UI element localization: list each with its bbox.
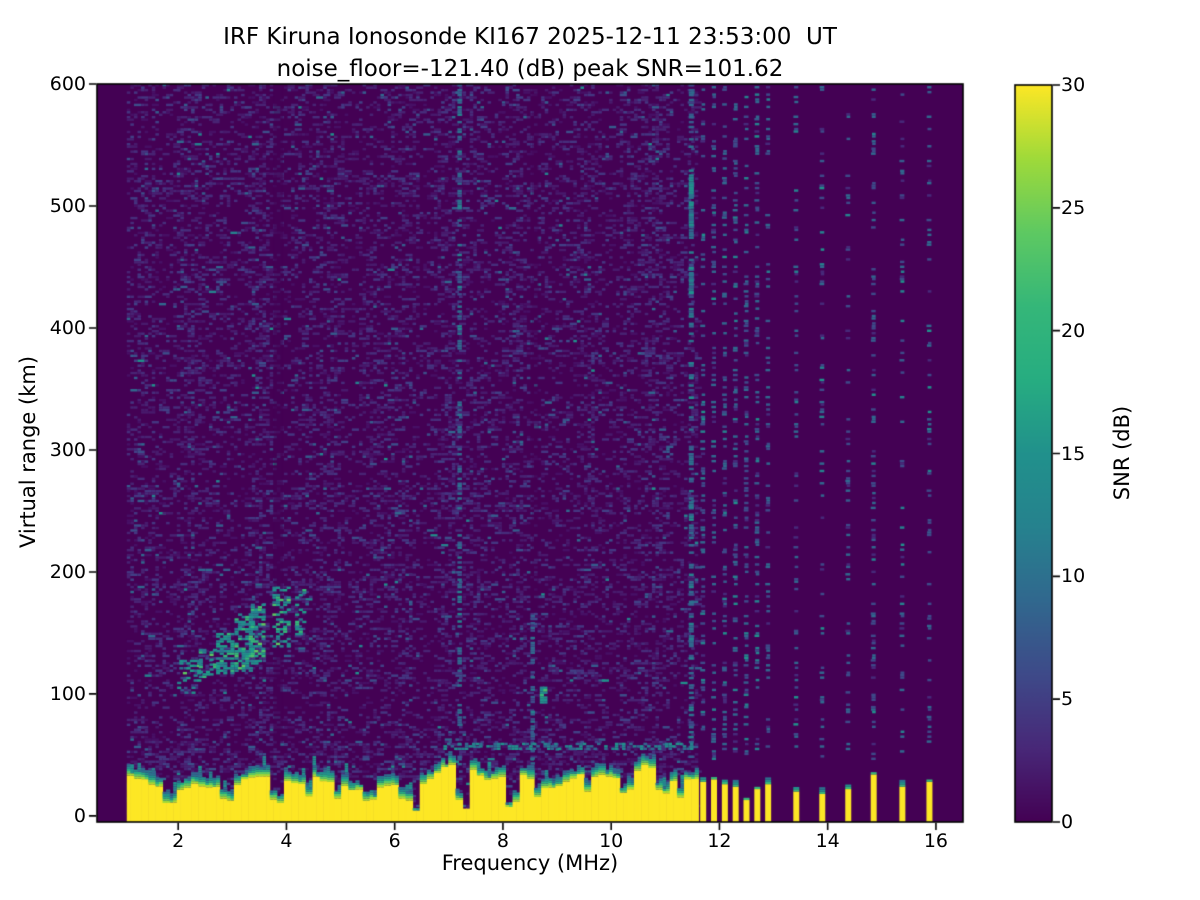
y-tick-label: 600 xyxy=(49,73,86,95)
x-tick-label: 4 xyxy=(280,830,293,852)
y-tick-label: 200 xyxy=(49,560,86,583)
colorbar-tick-label: 5 xyxy=(1061,688,1074,711)
colorbar-label: SNR (dB) xyxy=(1110,405,1134,501)
y-tick-label: 400 xyxy=(49,316,86,339)
colorbar-tick-label: 20 xyxy=(1061,319,1086,342)
x-tick-label: 8 xyxy=(496,830,509,852)
y-tick-label: 0 xyxy=(73,804,86,827)
x-tick-label: 12 xyxy=(707,830,732,852)
x-tick-label: 14 xyxy=(815,830,840,852)
y-tick-label: 300 xyxy=(49,438,86,461)
x-tick-label: 10 xyxy=(599,830,624,852)
x-tick-label: 2 xyxy=(172,830,185,852)
y-tick-label: 100 xyxy=(49,682,86,705)
x-tick-label: 6 xyxy=(388,830,401,852)
colorbar-tick-label: 25 xyxy=(1061,196,1086,219)
x-tick-label: 16 xyxy=(923,830,949,852)
chart-title: IRF Kiruna Ionosonde KI167 2025-12-11 23… xyxy=(223,24,837,50)
colorbar-tick-label: 30 xyxy=(1061,74,1086,96)
colorbar-tick-label: 10 xyxy=(1061,565,1086,588)
y-tick-label: 500 xyxy=(49,194,86,217)
colorbar-tick-label: 0 xyxy=(1061,811,1074,833)
x-axis-label: Frequency (MHz) xyxy=(441,851,619,875)
chart-subtitle: noise_floor=-121.40 (dB) peak SNR=101.62 xyxy=(276,56,784,82)
colorbar-tick-label: 15 xyxy=(1061,442,1086,465)
